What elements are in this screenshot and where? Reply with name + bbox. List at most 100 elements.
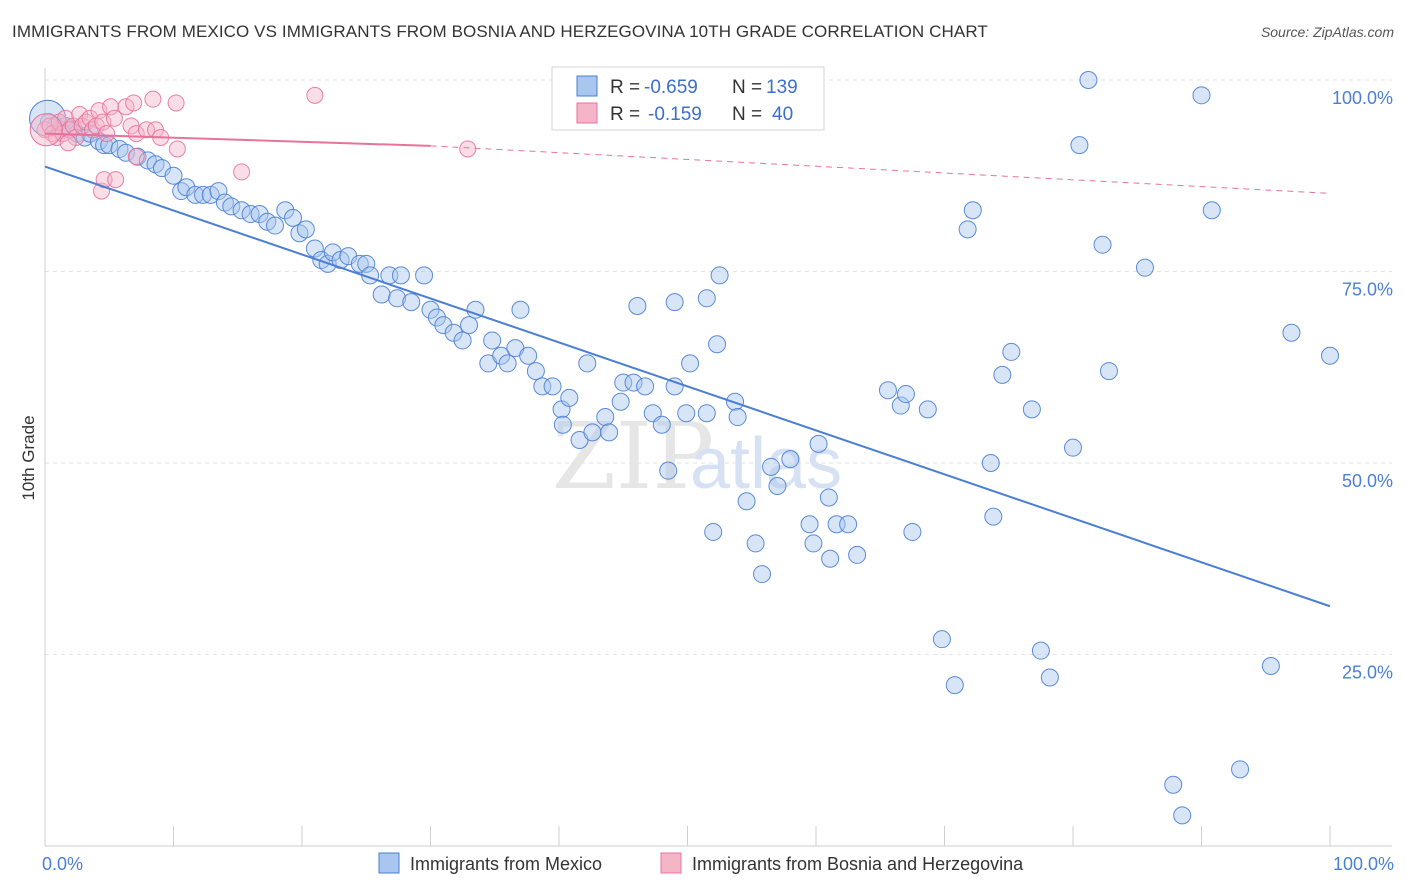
legend-label-bosnia: Immigrants from Bosnia and Herzegovina bbox=[692, 854, 1024, 874]
mexico-point bbox=[809, 434, 828, 453]
mexico-point bbox=[434, 316, 453, 335]
mexico-point bbox=[963, 201, 982, 220]
stats-box: R = -0.659 N = 139 R = -0.159 N = 40 bbox=[551, 66, 825, 131]
mexico-point bbox=[652, 415, 671, 434]
mexico-point bbox=[421, 300, 440, 319]
mexico-point bbox=[710, 266, 729, 285]
mexico-point bbox=[984, 507, 1003, 526]
mexico-point bbox=[821, 549, 840, 568]
mexico-point bbox=[1002, 342, 1021, 361]
mexico-point bbox=[460, 316, 479, 335]
mexico-point bbox=[768, 476, 787, 495]
bosnia-cluster-point bbox=[29, 113, 63, 147]
mexico-point bbox=[677, 404, 696, 423]
mexico-point bbox=[819, 488, 838, 507]
mexico-point bbox=[945, 676, 964, 695]
mexico-point bbox=[624, 373, 643, 392]
bosnia-point bbox=[233, 163, 251, 181]
legend: Immigrants from Mexico Immigrants from B… bbox=[378, 852, 1024, 874]
mexico-point bbox=[1164, 775, 1183, 794]
mexico-point bbox=[848, 545, 867, 564]
mexico-point bbox=[804, 534, 823, 553]
axes bbox=[44, 68, 1392, 847]
stats-n-label-mexico: N = bbox=[732, 77, 762, 98]
mexico-point bbox=[266, 216, 285, 235]
mexico-point bbox=[427, 308, 446, 327]
trendline-mexico bbox=[44, 165, 1331, 608]
mexico-point bbox=[186, 185, 205, 204]
bosnia-point bbox=[117, 98, 135, 116]
bosnia-point bbox=[306, 86, 324, 104]
mexico-point bbox=[372, 285, 391, 304]
mexico-point bbox=[1022, 400, 1041, 419]
mexico-point bbox=[453, 331, 472, 350]
bosnia-point bbox=[59, 134, 77, 152]
mexico-point bbox=[402, 293, 421, 312]
mexico-point bbox=[614, 373, 633, 392]
mexico-point bbox=[737, 492, 756, 511]
x-tick-label-min: 0.0% bbox=[42, 854, 83, 874]
mexico-point bbox=[232, 201, 251, 220]
mexico-point bbox=[600, 423, 619, 442]
legend-swatch-bosnia bbox=[660, 852, 682, 874]
mexico-point bbox=[781, 450, 800, 469]
mexico-point bbox=[95, 136, 114, 155]
mexico-point bbox=[323, 243, 342, 262]
mexico-point bbox=[628, 296, 647, 315]
bosnia-point bbox=[102, 98, 120, 116]
mexico-point bbox=[800, 515, 819, 534]
bosnia-point bbox=[168, 140, 186, 158]
mexico-point bbox=[391, 266, 410, 285]
mexico-point bbox=[284, 208, 303, 227]
mexico-point bbox=[596, 408, 615, 427]
mexico-point bbox=[1093, 235, 1112, 254]
bosnia-point bbox=[167, 94, 185, 112]
mexico-point bbox=[578, 354, 597, 373]
mexico-point bbox=[1261, 656, 1280, 675]
x-tick-label-max: 100.0% bbox=[1333, 854, 1394, 874]
mexico-point bbox=[533, 377, 552, 396]
mexico-point bbox=[526, 362, 545, 381]
mexico-point bbox=[1321, 346, 1339, 365]
mexico-point bbox=[981, 454, 1000, 472]
mexico-point bbox=[519, 346, 538, 365]
watermark-zip: ZIP bbox=[552, 403, 714, 510]
mexico-point bbox=[697, 289, 716, 308]
mexico-point bbox=[1192, 86, 1211, 105]
mexico-point bbox=[958, 220, 977, 239]
mexico-point bbox=[753, 565, 772, 584]
mexico-point bbox=[116, 143, 135, 162]
source-credit: Source: ZipAtlas.com bbox=[1260, 24, 1394, 40]
mexico-point bbox=[388, 289, 407, 308]
mexico-point bbox=[728, 408, 747, 427]
mexico-point bbox=[415, 266, 434, 285]
bosnia-point bbox=[98, 125, 116, 143]
trendline-bosnia-extension bbox=[430, 145, 1331, 194]
mexico-point bbox=[993, 365, 1012, 384]
mexico-point bbox=[903, 522, 922, 541]
mexico-point bbox=[1282, 323, 1301, 342]
mexico-point bbox=[177, 178, 196, 197]
mexico-point bbox=[659, 461, 678, 480]
mexico-point bbox=[681, 354, 700, 373]
mexico-point bbox=[1064, 438, 1082, 457]
bosnia-point bbox=[127, 148, 145, 166]
mexico-point bbox=[896, 385, 915, 404]
mexico-point bbox=[553, 415, 572, 434]
y-tick-labels: 100.0% 75.0% 50.0% 25.0% bbox=[1332, 88, 1393, 683]
mexico-point bbox=[194, 185, 213, 204]
mexico-point bbox=[444, 323, 463, 342]
mexico-point bbox=[636, 377, 655, 396]
stats-n-value-bosnia: 40 bbox=[772, 104, 793, 125]
bosnia-point bbox=[125, 94, 143, 112]
legend-swatch-mexico bbox=[378, 852, 400, 874]
mexico-point bbox=[665, 293, 684, 312]
stats-r-label-mexico: R = bbox=[610, 77, 640, 98]
y-tick-label-75: 75.0% bbox=[1342, 280, 1393, 300]
mexico-point bbox=[704, 522, 723, 541]
mexico-point bbox=[583, 423, 602, 442]
mexico-point bbox=[932, 630, 951, 649]
y-tick-label-25: 25.0% bbox=[1342, 663, 1393, 683]
stats-swatch-mexico bbox=[576, 75, 598, 97]
